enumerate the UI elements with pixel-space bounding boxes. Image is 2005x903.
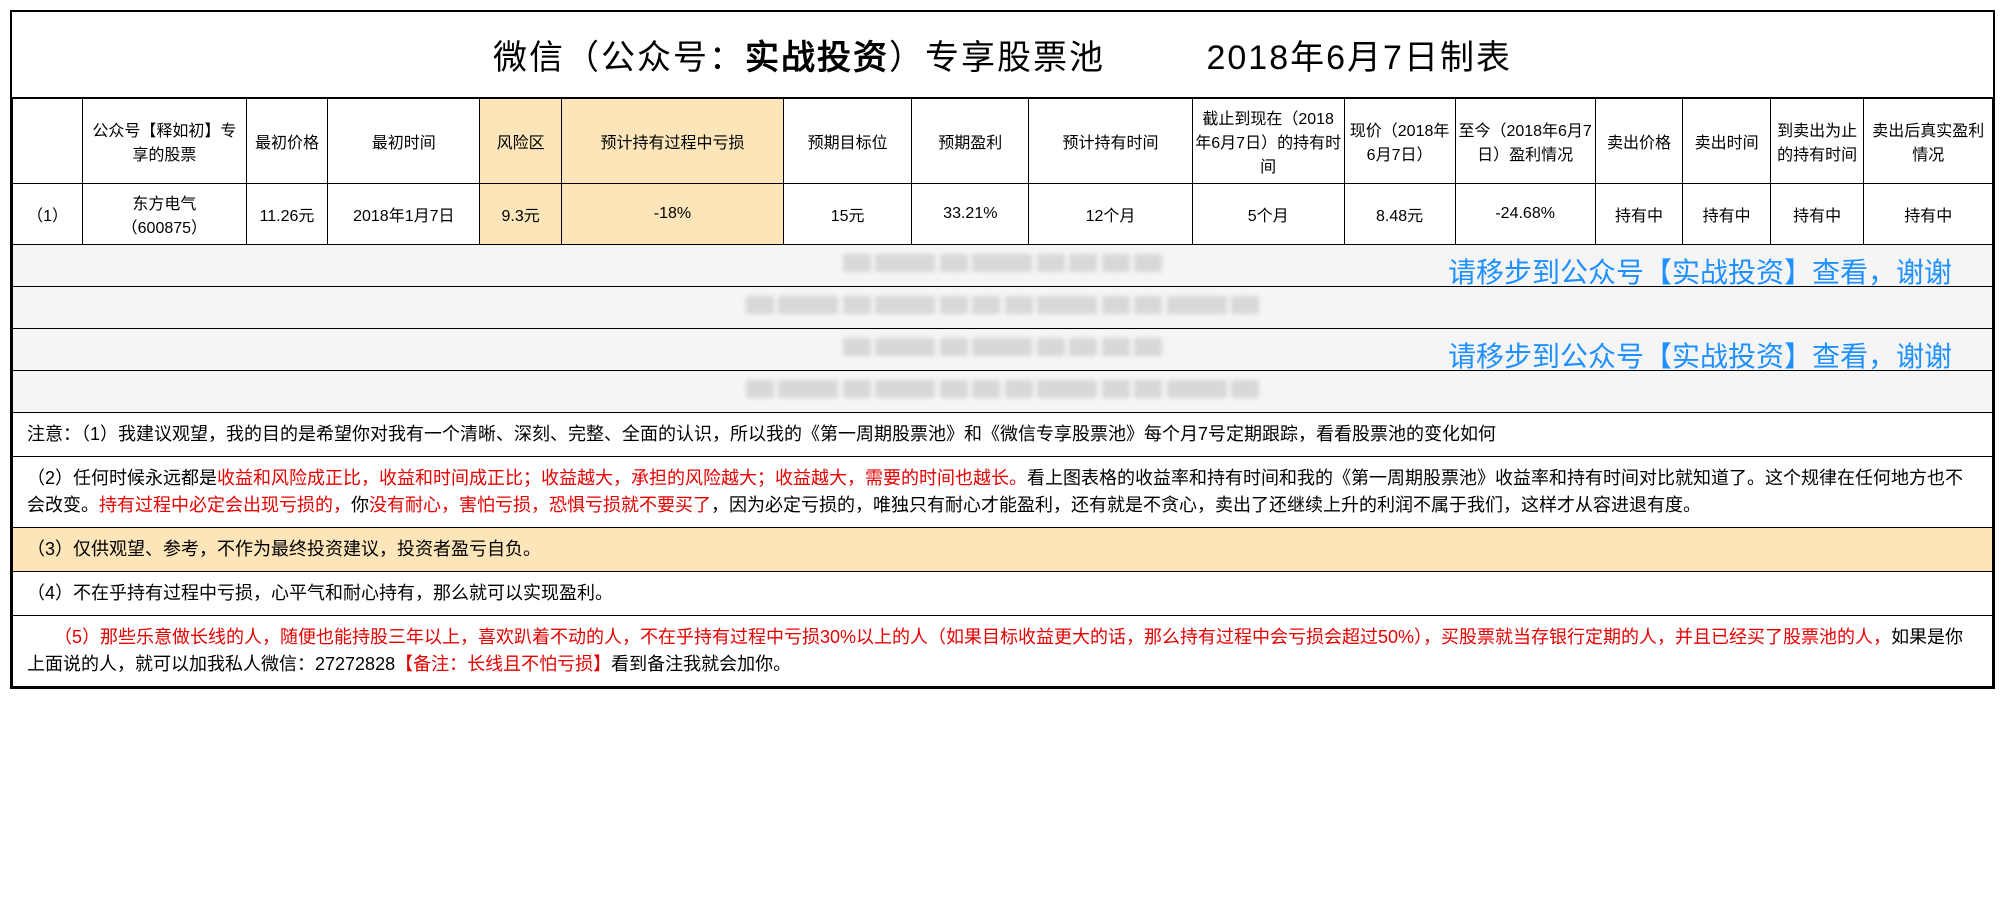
- cell-target: 15元: [783, 184, 911, 245]
- cell-rprof: 持有中: [1864, 184, 1993, 245]
- blur-cell: [13, 371, 1993, 413]
- note-2: （2）任何时候永远都是收益和风险成正比，收益和时间成正比；收益越大，承担的风险越…: [13, 457, 1993, 528]
- note-4-row: （4）不在乎持有过程中亏损，心平气和耐心持有，那么就可以实现盈利。: [13, 572, 1993, 616]
- cell-cprof: -24.68%: [1455, 184, 1595, 245]
- blurred-row: 请移步到公众号【实战投资】查看，谢谢: [13, 245, 1993, 287]
- cell-cprice: 8.48元: [1344, 184, 1455, 245]
- stock-table: 公众号【释如初】专享的股票 最初价格 最初时间 风险区 预计持有过程中亏损 预期…: [12, 98, 1993, 687]
- n2d: 持有过程中必定会出现亏损的，: [99, 495, 351, 515]
- h-rprof: 卖出后真实盈利情况: [1864, 99, 1993, 184]
- cell-loss: -18%: [561, 184, 783, 245]
- cell-stock: 东方电气 （600875）: [83, 184, 247, 245]
- note-2-row: （2）任何时候永远都是收益和风险成正比，收益和时间成正比；收益越大，承担的风险越…: [13, 457, 1993, 528]
- title-prefix: 微信（公众号：: [493, 39, 745, 77]
- overlay-text-2: 请移步到公众号【实战投资】查看，谢谢: [1448, 335, 1952, 375]
- h-uptime: 截止到现在（2018年6月7日）的持有时间: [1192, 99, 1344, 184]
- title-row: 微信（公众号：实战投资）专享股票池 2018年6月7日制表: [12, 12, 1993, 98]
- h-sprice: 卖出价格: [1595, 99, 1683, 184]
- n2f: 没有耐心，害怕亏损，恐惧亏损就不要买了: [369, 495, 711, 515]
- n2a: （2）任何时候永远都是: [27, 468, 217, 488]
- blur-cell: 请移步到公众号【实战投资】查看，谢谢: [13, 329, 1993, 371]
- n2g: ，因为必定亏损的，唯独只有耐心才能盈利，还有就是不贪心，卖出了还继续上升的利润不…: [711, 495, 1701, 515]
- n2b: 收益和风险成正比，收益和时间成正比；收益越大，承担的风险越大；收益越大，需要的时…: [217, 468, 1027, 488]
- blurred-row: [13, 287, 1993, 329]
- blurred-row: [13, 371, 1993, 413]
- cell-idx: （1）: [13, 184, 83, 245]
- blurred-row: 请移步到公众号【实战投资】查看，谢谢: [13, 329, 1993, 371]
- n5d: 看到备注我就会加你。: [611, 654, 791, 674]
- cell-iprice: 11.26元: [246, 184, 328, 245]
- overlay-text-1: 请移步到公众号【实战投资】查看，谢谢: [1448, 251, 1952, 291]
- n5c: 【备注：长线且不怕亏损】: [395, 654, 611, 674]
- note-1-row: 注意：（1）我建议观望，我的目的是希望你对我有一个清晰、深刻、完整、全面的认识，…: [13, 413, 1993, 457]
- h-cprof: 至今（2018年6月7日）盈利情况: [1455, 99, 1595, 184]
- stock-name: 东方电气: [85, 190, 244, 214]
- h-risk: 风险区: [480, 99, 562, 184]
- blur-cell: 请移步到公众号【实战投资】查看，谢谢: [13, 245, 1993, 287]
- note-5-row: （5）那些乐意做长线的人，随便也能持股三年以上，喜欢趴着不动的人，不在乎持有过程…: [13, 616, 1993, 687]
- h-htime: 预计持有时间: [1029, 99, 1193, 184]
- title-suffix: ）专享股票池: [889, 39, 1105, 77]
- h-stime: 卖出时间: [1683, 99, 1771, 184]
- h-target: 预期目标位: [783, 99, 911, 184]
- cell-stime: 持有中: [1683, 184, 1771, 245]
- cell-sprice: 持有中: [1595, 184, 1683, 245]
- h-eprof: 预期盈利: [912, 99, 1029, 184]
- cell-risk: 9.3元: [480, 184, 562, 245]
- blur-cell: [13, 287, 1993, 329]
- title-date: 2018年6月7日制表: [1206, 39, 1511, 77]
- title-bold: 实战投资: [745, 39, 889, 77]
- h-idx: [13, 99, 83, 184]
- h-cprice: 现价（2018年6月7日）: [1344, 99, 1455, 184]
- h-iprice: 最初价格: [246, 99, 328, 184]
- h-stock: 公众号【释如初】专享的股票: [83, 99, 247, 184]
- h-hold: 到卖出为止的持有时间: [1770, 99, 1863, 184]
- stock-code: （600875）: [85, 214, 244, 238]
- data-row-1: （1） 东方电气 （600875） 11.26元 2018年1月7日 9.3元 …: [13, 184, 1993, 245]
- cell-uptime: 5个月: [1192, 184, 1344, 245]
- note-3-row: （3）仅供观望、参考，不作为最终投资建议，投资者盈亏自负。: [13, 528, 1993, 572]
- h-loss: 预计持有过程中亏损: [561, 99, 783, 184]
- note-3: （3）仅供观望、参考，不作为最终投资建议，投资者盈亏自负。: [13, 528, 1993, 572]
- cell-eprof: 33.21%: [912, 184, 1029, 245]
- header-row: 公众号【释如初】专享的股票 最初价格 最初时间 风险区 预计持有过程中亏损 预期…: [13, 99, 1993, 184]
- n5a: （5）那些乐意做长线的人，随便也能持股三年以上，喜欢趴着不动的人，不在乎持有过程…: [27, 627, 1891, 647]
- note-4: （4）不在乎持有过程中亏损，心平气和耐心持有，那么就可以实现盈利。: [13, 572, 1993, 616]
- h-itime: 最初时间: [328, 99, 480, 184]
- cell-hold: 持有中: [1770, 184, 1863, 245]
- note-1: 注意：（1）我建议观望，我的目的是希望你对我有一个清晰、深刻、完整、全面的认识，…: [13, 413, 1993, 457]
- cell-htime: 12个月: [1029, 184, 1193, 245]
- note-5: （5）那些乐意做长线的人，随便也能持股三年以上，喜欢趴着不动的人，不在乎持有过程…: [13, 616, 1993, 687]
- cell-itime: 2018年1月7日: [328, 184, 480, 245]
- stock-table-container: 微信（公众号：实战投资）专享股票池 2018年6月7日制表 公众号【释如初】专享…: [10, 10, 1995, 689]
- n2e: 你: [351, 495, 369, 515]
